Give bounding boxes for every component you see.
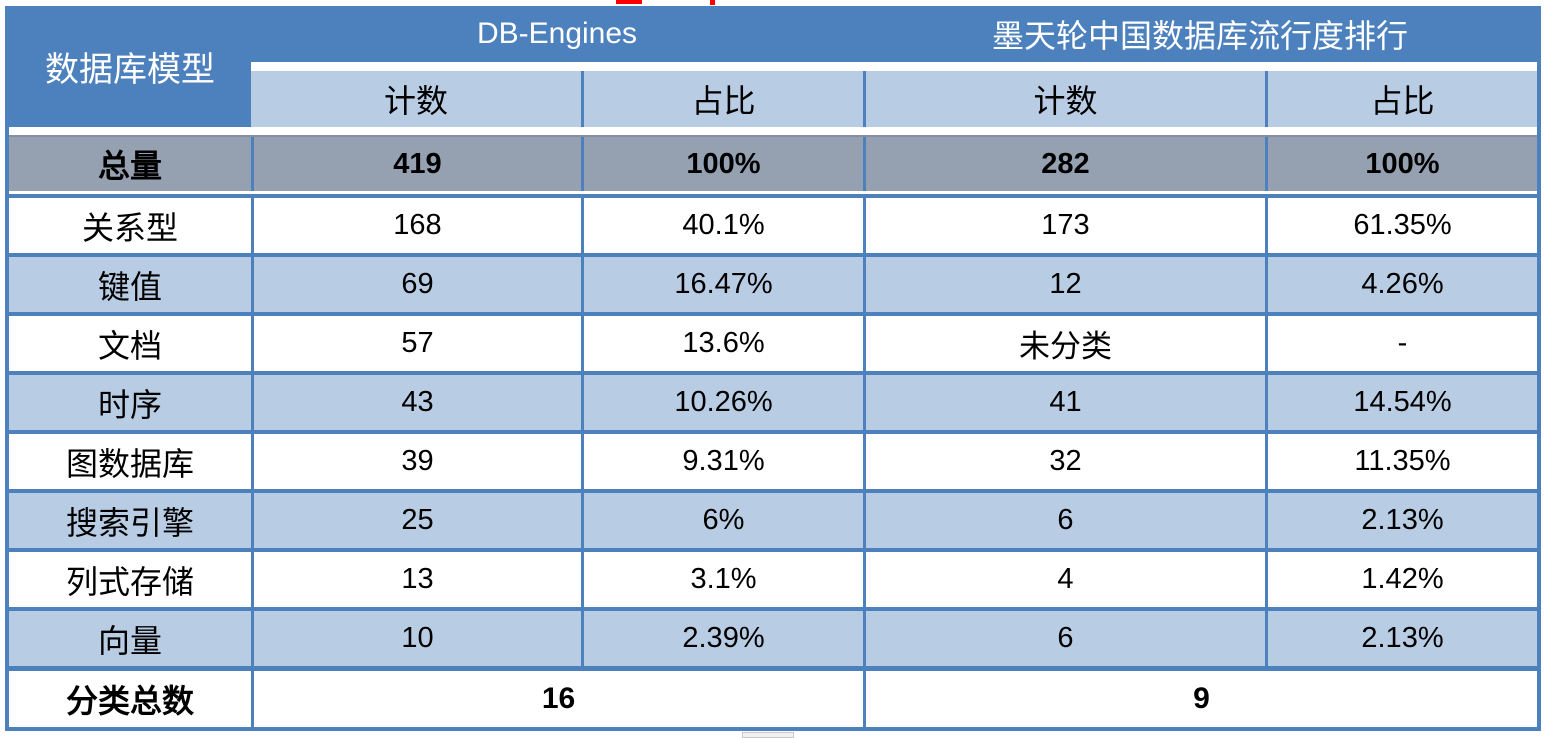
- cell-value: 13: [251, 552, 581, 607]
- cell-value: 100%: [1265, 137, 1537, 191]
- row-label: 向量: [97, 622, 162, 659]
- header-body-gap: [9, 127, 1537, 135]
- cell-value: 2.13%: [1265, 611, 1537, 666]
- table-row: 关系型 168 40.1% 173 61.35%: [9, 198, 1537, 253]
- sub-header-share-modb: 占比: [1265, 71, 1537, 127]
- header-gap: [251, 62, 1537, 71]
- cell-value: 168: [251, 198, 581, 253]
- row-label: 图数据库: [65, 445, 194, 482]
- row-divider: [9, 430, 1537, 434]
- row-divider: [9, 548, 1537, 552]
- cell-value: 1.42%: [1265, 552, 1537, 607]
- cell-value: 4.26%: [1265, 257, 1537, 312]
- cell-value: 57: [251, 316, 581, 371]
- cell-value: 32: [863, 434, 1265, 489]
- table-row: 时序 43 10.26% 41 14.54%: [9, 375, 1537, 430]
- cell-value: 69: [251, 257, 581, 312]
- row-label: 关系型: [81, 209, 178, 246]
- cell-value: 282: [863, 137, 1265, 191]
- table-row-total: 总量 419 100% 282 100%: [9, 135, 1537, 191]
- sub-header-share-db: 占比: [581, 71, 863, 127]
- row-divider: [9, 607, 1537, 611]
- row-divider: [9, 489, 1537, 493]
- cell-value: 13.6%: [581, 316, 863, 371]
- sub-header-row: 计数 占比 计数 占比: [251, 71, 1537, 127]
- table-row: 图数据库 39 9.31% 32 11.35%: [9, 434, 1537, 489]
- row-label: 时序: [97, 386, 162, 423]
- row-label: 搜索引擎: [65, 504, 194, 541]
- bottom-margin-strip: [0, 731, 1547, 738]
- top-margin-strip: [0, 0, 1547, 6]
- row-divider: [9, 312, 1537, 316]
- table-row: 列式存储 13 3.1% 4 1.42%: [9, 552, 1537, 607]
- row-divider: [9, 371, 1537, 375]
- table-row: 文档 57 13.6% 未分类 -: [9, 316, 1537, 371]
- cell-value: 25: [251, 493, 581, 548]
- cell-value: 12: [863, 257, 1265, 312]
- row-label: 列式存储: [65, 563, 194, 600]
- cell-value: 419: [251, 137, 581, 191]
- header-right-block: DB-Engines 墨天轮中国数据库流行度排行 计数 占比 计数 占比: [251, 6, 1537, 127]
- sub-header-count-db: 计数: [251, 71, 581, 127]
- group-header-modb-ranking: 墨天轮中国数据库流行度排行: [991, 18, 1408, 54]
- corner-header-database-model: 数据库模型: [9, 6, 251, 127]
- scrollbar-thumb[interactable]: [742, 732, 794, 738]
- row-divider: [9, 666, 1537, 671]
- cell-value-modb-categories: 9: [863, 671, 1537, 727]
- red-artifact-mark: [710, 0, 715, 5]
- cell-value: 100%: [581, 137, 863, 191]
- row-label: 文档: [97, 327, 162, 364]
- cell-value: 2.39%: [581, 611, 863, 666]
- cell-value: 61.35%: [1265, 198, 1537, 253]
- group-header-db-engines: DB-Engines: [476, 17, 638, 50]
- table-row-category-total: 分类总数 16 9: [9, 671, 1537, 727]
- database-model-comparison-table: 数据库模型 DB-Engines 墨天轮中国数据库流行度排行 计数 占比 计数 …: [5, 6, 1541, 731]
- cell-value: 11.35%: [1265, 434, 1537, 489]
- cell-value: 39: [251, 434, 581, 489]
- cell-value: 14.54%: [1265, 375, 1537, 430]
- group-header-band: DB-Engines 墨天轮中国数据库流行度排行: [251, 6, 1537, 62]
- row-label: 总量: [9, 137, 251, 191]
- table-header: 数据库模型 DB-Engines 墨天轮中国数据库流行度排行 计数 占比 计数 …: [9, 6, 1537, 127]
- cell-value: 6: [863, 611, 1265, 666]
- cell-value: 3.1%: [581, 552, 863, 607]
- cell-value: 4: [863, 552, 1265, 607]
- table-row: 键值 69 16.47% 12 4.26%: [9, 257, 1537, 312]
- row-divider: [9, 253, 1537, 257]
- table-row: 向量 10 2.39% 6 2.13%: [9, 611, 1537, 666]
- cell-value: 16.47%: [581, 257, 863, 312]
- cell-value-db-engines-categories: 16: [251, 671, 863, 727]
- cell-value: 40.1%: [581, 198, 863, 253]
- cell-value: 43: [251, 375, 581, 430]
- row-label: 分类总数: [65, 683, 194, 719]
- cell-value: 9.31%: [581, 434, 863, 489]
- cell-value: 未分类: [863, 316, 1265, 371]
- cell-value: 10.26%: [581, 375, 863, 430]
- row-divider: [9, 194, 1537, 198]
- cell-value: 6: [863, 493, 1265, 548]
- cell-value: 173: [863, 198, 1265, 253]
- row-gap: [9, 191, 1537, 194]
- row-label: 键值: [97, 268, 162, 305]
- cell-value: 41: [863, 375, 1265, 430]
- red-artifact-mark: [616, 0, 642, 4]
- cell-value: 10: [251, 611, 581, 666]
- cell-value: 2.13%: [1265, 493, 1537, 548]
- cell-value: 6%: [581, 493, 863, 548]
- sub-header-count-modb: 计数: [863, 71, 1265, 127]
- cell-value: -: [1265, 316, 1537, 371]
- table-row: 搜索引擎 25 6% 6 2.13%: [9, 493, 1537, 548]
